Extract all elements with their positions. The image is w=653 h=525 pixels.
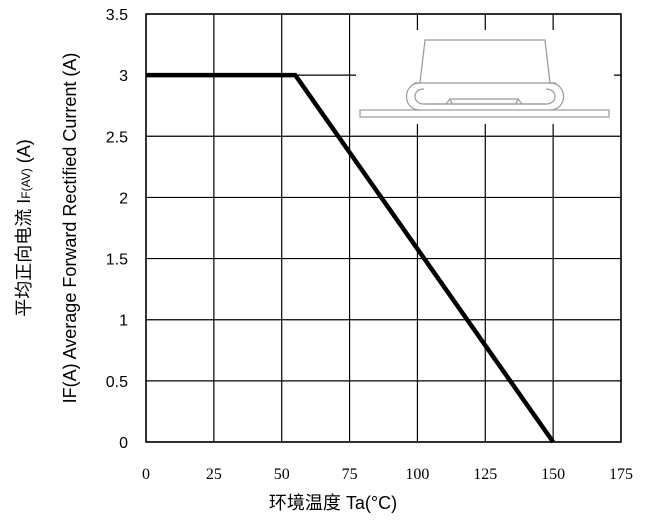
y-tick-label: 2 bbox=[119, 190, 128, 207]
x-tick-label: 0 bbox=[142, 466, 150, 483]
package-lead-left-outer bbox=[405, 82, 421, 111]
y-label-cn-unit: (A) bbox=[14, 139, 34, 168]
x-tick-label: 125 bbox=[473, 466, 497, 483]
package-lead-right-inner bbox=[517, 88, 556, 105]
y-tick-label: 1 bbox=[119, 313, 128, 330]
y-tick-label: 2.5 bbox=[106, 129, 128, 146]
x-tick-label: 75 bbox=[342, 466, 358, 483]
y-tick-label: 3 bbox=[119, 68, 128, 85]
y-label-cn-subscript: F(AV) bbox=[19, 168, 33, 198]
package-body bbox=[419, 39, 551, 84]
y-tick-label: 3.5 bbox=[106, 7, 128, 24]
x-tick-label: 150 bbox=[541, 466, 565, 483]
y-tick-label: 0 bbox=[119, 435, 128, 452]
y-tick-label: 1.5 bbox=[106, 252, 128, 269]
y-tick-labels: 0 0.5 1 1.5 2 2.5 3 3.5 bbox=[106, 7, 128, 452]
inset-background bbox=[356, 30, 614, 124]
x-tick-label: 100 bbox=[405, 466, 429, 483]
package-lead-left-inner bbox=[414, 88, 451, 105]
x-tick-label: 25 bbox=[206, 466, 222, 483]
x-tick-label: 175 bbox=[609, 466, 633, 483]
x-tick-labels: 0 25 50 75 100 125 150 175 bbox=[142, 466, 633, 483]
y-tick-label: 0.5 bbox=[106, 374, 128, 391]
y-axis-label-english: IF(A) Average Forward Rectified Current … bbox=[60, 53, 80, 404]
x-tick-label: 50 bbox=[274, 466, 290, 483]
plot-frame bbox=[145, 13, 622, 443]
package-drawing bbox=[356, 30, 614, 124]
derating-curve bbox=[146, 72, 555, 444]
y-axis-label-chinese: 平均正向电流 IF(AV) (A) bbox=[14, 139, 34, 316]
package-base-plate bbox=[359, 109, 610, 118]
y-label-cn-main: 平均正向电流 I bbox=[14, 199, 34, 317]
x-axis-label: 环境温度 Ta(°C) bbox=[269, 493, 397, 513]
package-lead-right-outer bbox=[549, 82, 565, 111]
